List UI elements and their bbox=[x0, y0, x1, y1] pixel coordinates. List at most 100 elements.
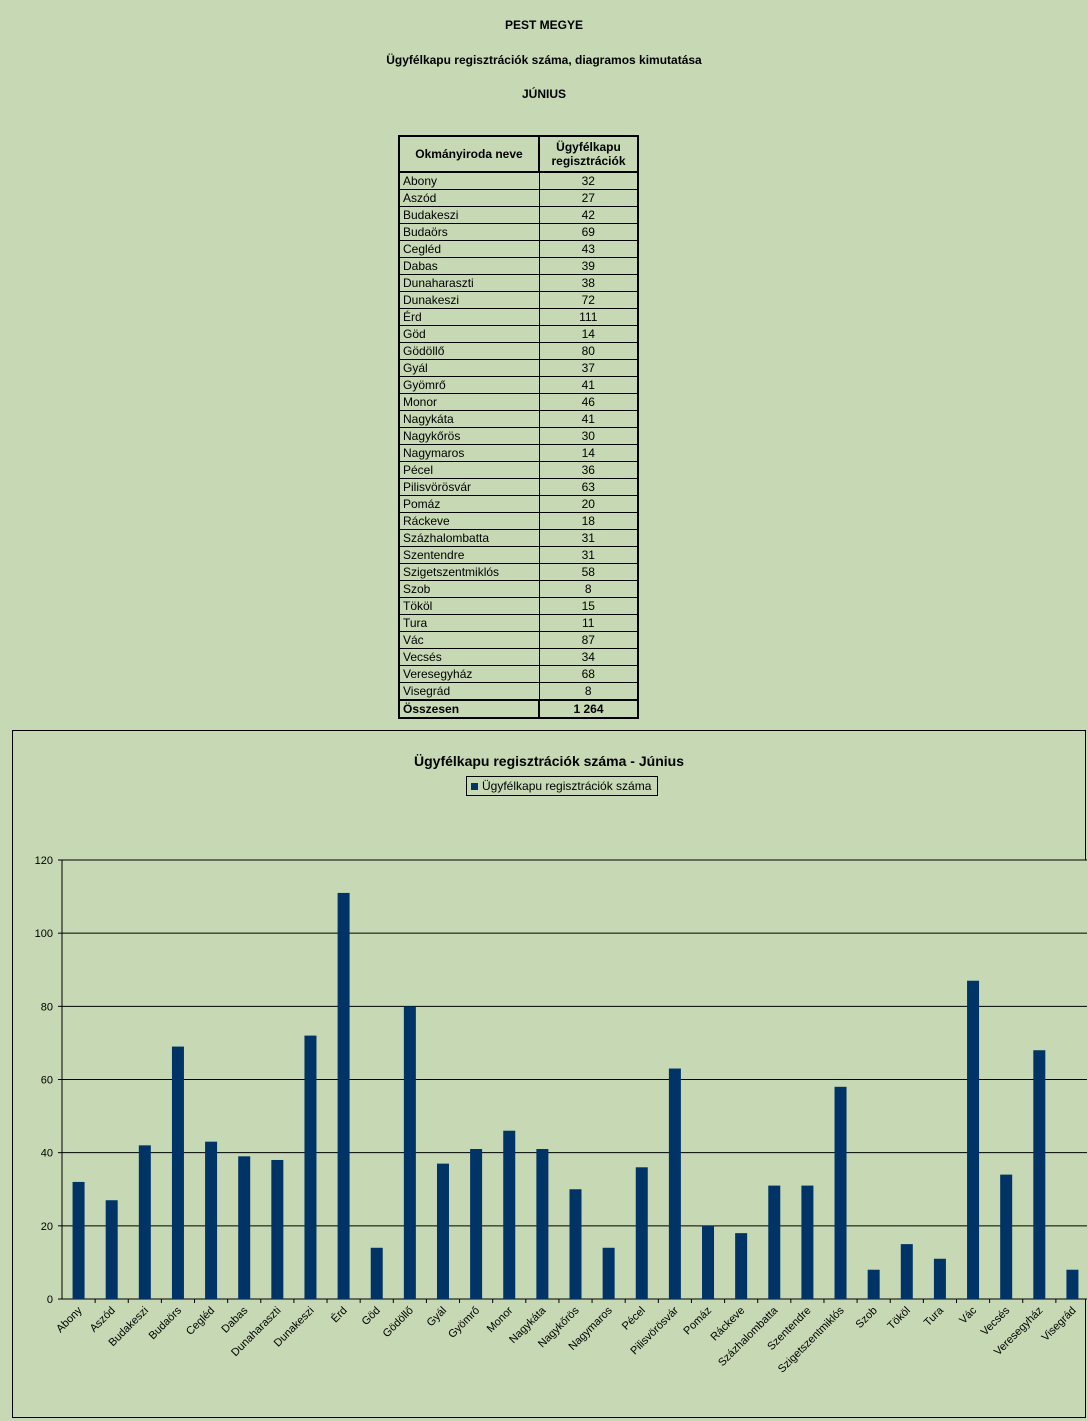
registration-count: 11 bbox=[538, 614, 639, 632]
bar bbox=[205, 1141, 218, 1299]
bar bbox=[403, 1006, 416, 1299]
registration-count: 30 bbox=[538, 427, 639, 445]
registration-count: 68 bbox=[538, 665, 639, 683]
table-row: Gödöllő 80 bbox=[398, 342, 639, 360]
registration-count: 8 bbox=[538, 580, 639, 598]
office-name: Tököl bbox=[398, 597, 540, 615]
bar bbox=[602, 1247, 615, 1299]
table-row: Budaörs 69 bbox=[398, 223, 639, 241]
x-tick-label: Visegrád bbox=[1040, 1305, 1079, 1344]
table-header-row: Okmányiroda neve Ügyfélkapu regisztráció… bbox=[398, 135, 639, 173]
table-row: Nagymaros 14 bbox=[398, 444, 639, 462]
registration-count: 39 bbox=[538, 257, 639, 275]
bar bbox=[834, 1086, 847, 1299]
registration-count: 20 bbox=[538, 495, 639, 513]
table-row: Pomáz 20 bbox=[398, 495, 639, 513]
office-name: Ráckeve bbox=[398, 512, 540, 530]
registration-count: 42 bbox=[538, 206, 639, 224]
y-tick-label: 100 bbox=[35, 928, 53, 940]
office-name: Visegrád bbox=[398, 682, 540, 701]
bar bbox=[967, 980, 980, 1299]
registration-count: 69 bbox=[538, 223, 639, 241]
registration-count: 31 bbox=[538, 546, 639, 564]
registration-count: 87 bbox=[538, 631, 639, 649]
bar bbox=[1000, 1174, 1013, 1299]
office-name: Cegléd bbox=[398, 240, 540, 258]
table-row: Gyál 37 bbox=[398, 359, 639, 377]
x-tick-label: Gyál bbox=[425, 1305, 449, 1329]
table-row: Ráckeve 18 bbox=[398, 512, 639, 530]
x-tick-label: Abony bbox=[54, 1304, 85, 1335]
registration-count: 15 bbox=[538, 597, 639, 615]
table-row: Abony 32 bbox=[398, 171, 639, 190]
x-tick-label: Budaörs bbox=[147, 1304, 185, 1342]
registration-count: 34 bbox=[538, 648, 639, 666]
table-row: Pécel 36 bbox=[398, 461, 639, 479]
registration-count: 37 bbox=[538, 359, 639, 377]
table-row: Veresegyház 68 bbox=[398, 665, 639, 683]
office-name: Vác bbox=[398, 631, 540, 649]
bar bbox=[370, 1247, 383, 1299]
column-header-line1: Ügyfélkapu bbox=[556, 140, 621, 154]
office-name: Dunaharaszti bbox=[398, 274, 540, 292]
office-name: Szentendre bbox=[398, 546, 540, 564]
legend-label: Ügyfélkapu regisztrációk száma bbox=[482, 779, 652, 793]
registration-count: 31 bbox=[538, 529, 639, 547]
office-name: Abony bbox=[398, 171, 540, 190]
bar bbox=[304, 1035, 317, 1299]
office-name: Vecsés bbox=[398, 648, 540, 666]
y-tick-label: 0 bbox=[47, 1294, 53, 1306]
x-tick-label: Pécel bbox=[620, 1305, 648, 1333]
bar bbox=[105, 1200, 118, 1299]
x-tick-label: Százhalombatta bbox=[716, 1304, 781, 1369]
office-name: Tura bbox=[398, 614, 540, 632]
x-tick-label: Göd bbox=[360, 1305, 383, 1328]
y-tick-label: 60 bbox=[41, 1075, 53, 1087]
bar bbox=[436, 1163, 449, 1299]
table-row: Aszód 27 bbox=[398, 189, 639, 207]
page-subtitle: Ügyfélkapu regisztrációk száma, diagramo… bbox=[386, 53, 702, 67]
x-tick-label: Vác bbox=[957, 1304, 979, 1326]
registration-table: Okmányiroda neve Ügyfélkapu regisztráció… bbox=[398, 135, 639, 719]
column-header-registrations: Ügyfélkapu regisztrációk bbox=[538, 135, 639, 173]
bar bbox=[569, 1189, 582, 1299]
registration-count: 80 bbox=[538, 342, 639, 360]
registration-count: 8 bbox=[538, 682, 639, 701]
registration-count: 18 bbox=[538, 512, 639, 530]
bar bbox=[1066, 1269, 1079, 1299]
table-row: Dabas 39 bbox=[398, 257, 639, 275]
office-name: Pécel bbox=[398, 461, 540, 479]
x-tick-label: Dabas bbox=[219, 1304, 250, 1335]
table-total-row: Összesen 1 264 bbox=[398, 699, 639, 719]
bar bbox=[933, 1258, 946, 1299]
office-name: Érd bbox=[398, 308, 540, 326]
bar bbox=[271, 1159, 284, 1299]
page-title: PEST MEGYE bbox=[504, 18, 584, 32]
registration-count: 43 bbox=[538, 240, 639, 258]
column-header-line2: regisztrációk bbox=[551, 154, 626, 168]
bar bbox=[1033, 1050, 1046, 1299]
y-tick-label: 80 bbox=[41, 1001, 53, 1013]
bar bbox=[171, 1046, 184, 1299]
x-tick-label: Gyömrő bbox=[446, 1305, 482, 1341]
y-tick-label: 120 bbox=[35, 855, 53, 867]
total-value: 1 264 bbox=[538, 699, 639, 719]
registration-count: 63 bbox=[538, 478, 639, 496]
office-name: Szigetszentmiklós bbox=[398, 563, 540, 581]
registration-count: 32 bbox=[538, 171, 639, 190]
registration-count: 36 bbox=[538, 461, 639, 479]
x-tick-label: Monor bbox=[485, 1304, 516, 1335]
chart-title: Ügyfélkapu regisztrációk száma - Június bbox=[414, 753, 684, 769]
bar bbox=[238, 1156, 251, 1299]
bar bbox=[768, 1185, 781, 1299]
bar bbox=[801, 1185, 814, 1299]
office-name: Budaörs bbox=[398, 223, 540, 241]
bar bbox=[337, 892, 350, 1299]
bar bbox=[867, 1269, 880, 1299]
total-label: Összesen bbox=[398, 699, 540, 719]
registration-count: 27 bbox=[538, 189, 639, 207]
office-name: Pilisvörösvár bbox=[398, 478, 540, 496]
office-name: Veresegyház bbox=[398, 665, 540, 683]
table-row: Szentendre 31 bbox=[398, 546, 639, 564]
bar bbox=[470, 1149, 483, 1299]
